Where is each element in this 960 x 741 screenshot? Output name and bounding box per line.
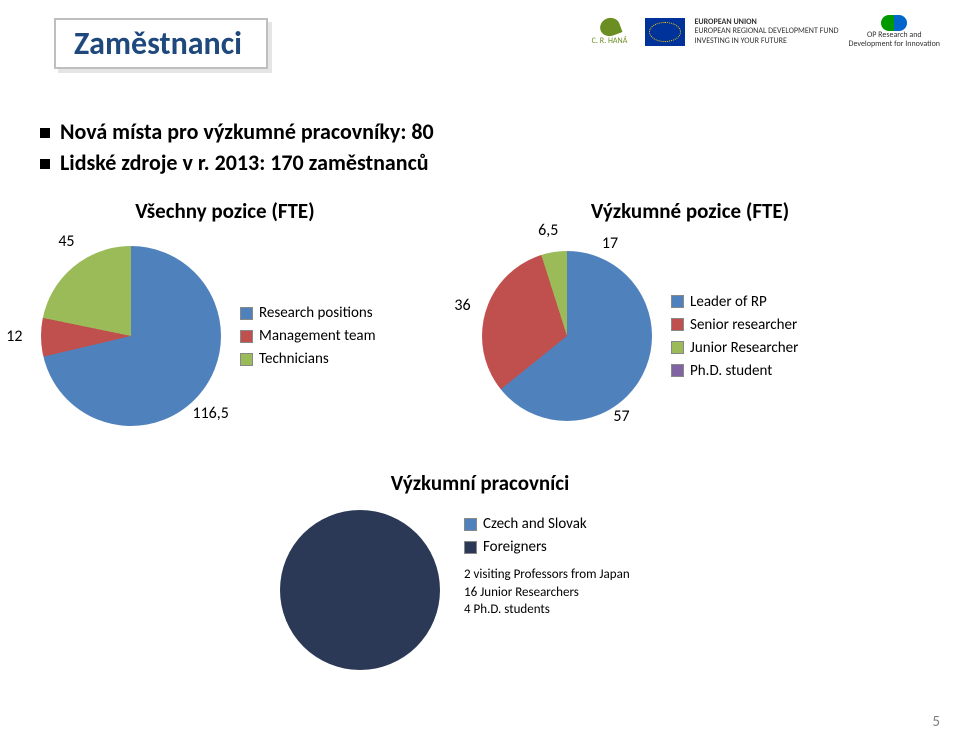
- chart1-legend: Research positions Management team Techn…: [240, 299, 376, 373]
- chart3-block: Czech and Slovak Foreigners 2 visiting P…: [280, 510, 630, 670]
- legend-label: Senior researcher: [690, 316, 797, 334]
- bullet-text: Nová místa pro výzkumné pracovníky: 80: [60, 118, 434, 145]
- legend-item: Junior Researcher: [671, 339, 798, 357]
- chart2-label-0: 57: [613, 407, 629, 426]
- chart1-pie: [40, 245, 222, 427]
- legend-item: Research positions: [240, 304, 376, 322]
- legend-label: Research positions: [259, 304, 373, 322]
- chart1-label-1: 12: [6, 327, 22, 346]
- page-title: Zaměstnanci: [74, 24, 242, 63]
- bullet-text: Lidské zdroje v r. 2013: 170 zaměstnanců: [60, 149, 429, 176]
- legend-swatch: [464, 518, 477, 531]
- logo-cr-hana: C. R. HANÁ: [585, 12, 635, 52]
- bullet-icon: [40, 159, 50, 169]
- legend-swatch: [671, 364, 684, 377]
- chart2-block: 57 36 6,5 17 Leader of RP Senior researc…: [471, 236, 960, 436]
- logo-row: C. R. HANÁ EUROPEAN UNION EUROPEAN REGIO…: [585, 12, 941, 52]
- legend-swatch: [671, 341, 684, 354]
- chart3-notes: 2 visiting Professors from Japan 16 Juni…: [464, 566, 630, 619]
- chart2-legend: Leader of RP Senior researcher Junior Re…: [671, 288, 798, 385]
- legend-item: Foreigners: [464, 538, 630, 556]
- eu-text: EUROPEAN UNION EUROPEAN REGIONAL DEVELOP…: [695, 18, 839, 46]
- bullet-list: Nová místa pro výzkumné pracovníky: 80 L…: [40, 118, 434, 180]
- bullet-icon: [40, 128, 50, 138]
- op-swoosh-icon: [881, 15, 907, 31]
- chart1-label-2: 45: [58, 232, 74, 251]
- bullet-item: Nová místa pro výzkumné pracovníky: 80: [40, 118, 434, 145]
- legend-label: Foreigners: [483, 538, 547, 556]
- sub-titles-row: Všechny pozice (FTE) Výzkumné pozice (FT…: [0, 198, 960, 224]
- chart2-title: Výzkumné pozice (FTE): [450, 198, 930, 224]
- note-line: 2 visiting Professors from Japan: [464, 566, 630, 584]
- legend-label: Junior Researcher: [690, 339, 798, 357]
- legend-item: Leader of RP: [671, 293, 798, 311]
- legend-swatch: [671, 318, 684, 331]
- legend-item: Technicians: [240, 350, 376, 368]
- chart3-legend: Czech and Slovak Foreigners 2 visiting P…: [464, 510, 630, 619]
- chart3-title: Výzkumní pracovníci: [300, 470, 660, 496]
- legend-item: Czech and Slovak: [464, 515, 630, 533]
- note-line: 4 Ph.D. students: [464, 601, 630, 619]
- logo-cr-label: C. R. HANÁ: [592, 36, 628, 46]
- chart2-label-1: 36: [454, 296, 470, 315]
- legend-label: Czech and Slovak: [483, 515, 587, 533]
- legend-item: Management team: [240, 327, 376, 345]
- legend-label: Ph.D. student: [690, 362, 772, 380]
- chart3-pie: [280, 510, 440, 670]
- page-number: 5: [932, 713, 940, 731]
- legend-label: Management team: [259, 327, 376, 345]
- legend-label: Technicians: [259, 350, 329, 368]
- op-line2: Development for Innovation: [849, 40, 940, 49]
- chart-row: 116,5 12 45 Research positions Managemen…: [0, 236, 960, 436]
- title-box: Zaměstnanci: [54, 18, 268, 69]
- bullet-item: Lidské zdroje v r. 2013: 170 zaměstnanců: [40, 149, 434, 176]
- chart1-block: 116,5 12 45 Research positions Managemen…: [0, 236, 471, 436]
- chart2-label-2: 6,5: [538, 221, 558, 240]
- logo-op: OP Research and Development for Innovati…: [849, 15, 940, 49]
- chart2-pie-wrap: 57 36 6,5 17: [481, 250, 653, 422]
- legend-swatch: [240, 307, 253, 320]
- legend-swatch: [464, 541, 477, 554]
- chart1-pie-wrap: 116,5 12 45: [40, 245, 222, 427]
- legend-item: Senior researcher: [671, 316, 798, 334]
- chart1-label-0: 116,5: [192, 404, 228, 423]
- legend-swatch: [240, 353, 253, 366]
- chart2-label-3: 17: [602, 234, 618, 253]
- legend-item: Ph.D. student: [671, 362, 798, 380]
- chart1-title: Všechny pozice (FTE): [0, 198, 450, 224]
- legend-label: Leader of RP: [690, 293, 767, 311]
- legend-swatch: [240, 330, 253, 343]
- eu-flag-icon: [645, 18, 685, 46]
- eu-line3: INVESTING IN YOUR FUTURE: [695, 37, 839, 46]
- note-line: 16 Junior Researchers: [464, 584, 630, 602]
- legend-swatch: [671, 295, 684, 308]
- chart2-pie: [481, 250, 653, 422]
